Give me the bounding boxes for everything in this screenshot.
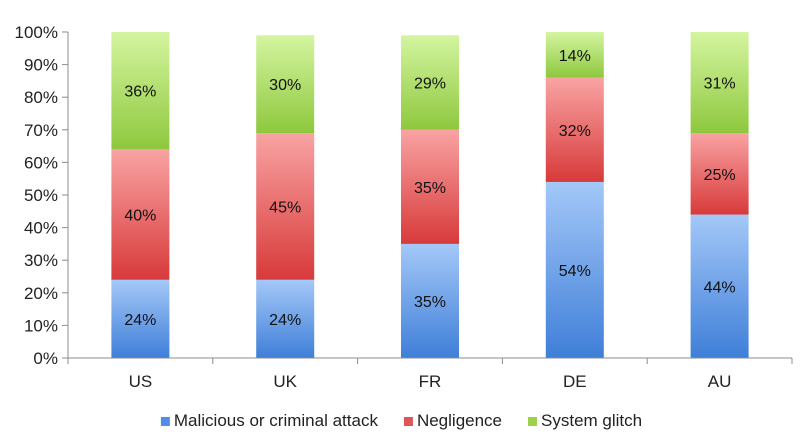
legend-label: Malicious or criminal attack <box>174 411 379 430</box>
y-tick-label: 10% <box>24 316 58 335</box>
bar-segment <box>256 35 315 134</box>
y-tick-label: 100% <box>15 23 58 42</box>
bar-segment <box>401 129 459 244</box>
bar-segment <box>256 279 315 358</box>
data-label: 30% <box>269 77 301 94</box>
bar-segment <box>545 77 604 182</box>
legend-label: System glitch <box>541 411 642 430</box>
bar-segment <box>690 133 749 215</box>
data-label: 31% <box>704 76 736 93</box>
bar-segment <box>690 214 749 358</box>
data-label: 25% <box>704 167 736 184</box>
x-axis: US UK FR DE AU <box>67 357 793 391</box>
x-tick-label: AU <box>708 372 732 391</box>
bar-segment <box>690 32 749 134</box>
data-label: 40% <box>124 208 156 225</box>
data-label: 24% <box>269 312 301 329</box>
y-tick-label: 20% <box>24 284 58 303</box>
y-tick-label: 30% <box>24 251 58 270</box>
x-tick-label: DE <box>563 372 587 391</box>
x-tick-label: FR <box>419 372 442 391</box>
y-tick-label: 40% <box>24 219 58 238</box>
bar-segment <box>401 35 459 130</box>
legend-swatch <box>528 417 538 426</box>
data-label: 14% <box>559 48 591 65</box>
data-label: 29% <box>414 76 446 93</box>
data-label: 45% <box>269 199 301 216</box>
data-label: 35% <box>414 294 446 311</box>
legend-swatch <box>403 417 413 426</box>
data-label: 54% <box>559 263 591 280</box>
bar-segment <box>545 32 604 78</box>
bar-segment <box>401 243 459 358</box>
x-tick-label: US <box>129 372 153 391</box>
data-label: 24% <box>124 312 156 329</box>
y-tick-label: 80% <box>24 88 58 107</box>
x-tick-label: UK <box>273 372 297 391</box>
legend-swatch <box>160 417 170 426</box>
legend-label: Negligence <box>417 411 502 430</box>
data-label: 36% <box>124 84 156 101</box>
legend: Malicious or criminal attack Negligence Sy… <box>160 411 642 430</box>
data-label: 32% <box>559 123 591 140</box>
data-label: 44% <box>704 279 736 296</box>
y-axis: 0% 10% 20% 30% 40% 50% 60% 70% 80% 90% 100% <box>15 23 69 368</box>
bar-segment <box>545 181 604 358</box>
y-tick-label: 50% <box>24 186 58 205</box>
bar-segment <box>256 133 315 280</box>
y-tick-label: 0% <box>33 349 58 368</box>
bars: 24% 40% 36% 24% 45% 30% 35% 35% 29% 54% 32% 14% 44% 2… <box>111 32 749 358</box>
y-tick-label: 70% <box>24 121 58 140</box>
bar-segment <box>111 279 170 358</box>
bar-segment <box>111 149 170 280</box>
bar-segment <box>111 32 170 150</box>
y-tick-label: 60% <box>24 153 58 172</box>
y-tick-label: 90% <box>24 56 58 75</box>
data-label: 35% <box>414 180 446 197</box>
